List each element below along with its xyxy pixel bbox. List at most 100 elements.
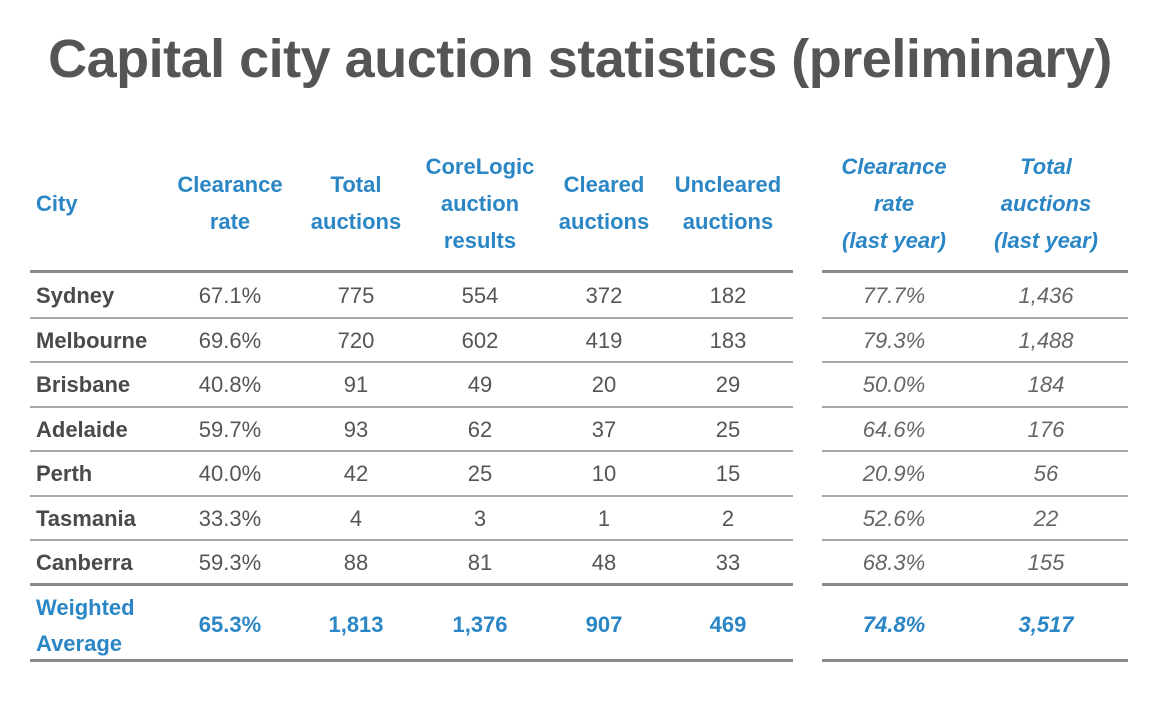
column-header-line: rate [873,190,915,216]
table-cell: 554 [461,283,499,308]
city-name: Canberra [36,550,133,575]
weighted-average-value: 3,517 [1018,612,1074,637]
weighted-average-label: Weighted Average [36,590,176,662]
city-name: Adelaide [36,416,128,442]
row-rule-left [30,317,793,319]
column-header-line: auctions [310,209,402,234]
column-header-city: City [36,185,166,222]
table-cell: 29 [715,372,741,397]
bottom-rule-left [30,659,793,662]
row-rule-right [822,317,1128,319]
column-header-line: (last year) [994,227,1098,253]
column-header-line: Total [1020,153,1072,179]
table-cell: 50.0% [862,372,926,397]
table-cell: 33.3% [198,505,262,531]
table-cell: 155 [1027,550,1065,575]
weighted-average-value: 65.3% [198,612,262,637]
header-rule-left [30,270,793,273]
table-cell: 720 [337,327,375,353]
table-cell: 59.7% [198,416,262,442]
table-cell: 52.6% [862,505,926,531]
column-header-clearance: Clearance rate [165,166,295,240]
weighted-average-label-line: Weighted [36,595,135,620]
table-cell: 25 [715,416,741,442]
table-cell: 49 [467,372,493,397]
column-header-line: CoreLogic [425,153,535,179]
row-rule-left [30,495,793,497]
column-header-cleared: Cleared auctions [554,166,654,240]
column-header-line: auctions [558,209,650,234]
table-cell: 62 [467,416,493,442]
column-header-corelogic: CoreLogic auction results [420,148,540,259]
table-cell: 56 [1033,461,1059,486]
city-name: Brisbane [36,372,131,397]
column-header-line: results [443,227,517,253]
column-header-line: Clearance [177,172,283,197]
table-cell: 183 [709,327,747,353]
table-cell: 40.0% [198,461,262,486]
row-rule-left [30,361,793,363]
row-rule-right [822,406,1128,408]
table-cell: 68.3% [862,550,926,575]
table-cell: 37 [591,416,617,442]
table-cell: 602 [461,327,499,353]
table-cell: 33 [715,550,741,575]
table-cell: 59.3% [198,550,262,575]
table-cell: 775 [337,283,375,308]
weighted-average-value: 907 [585,612,623,637]
weighted-average-value: 469 [709,612,747,637]
total-rule-right [822,583,1128,586]
city-name: Tasmania [36,505,136,531]
bottom-rule-right [822,659,1128,662]
city-name: Sydney [36,283,115,308]
row-rule-right [822,361,1128,363]
row-rule-right [822,450,1128,452]
column-header-line: auction [440,190,520,216]
city-name: Melbourne [36,327,148,353]
column-header-clearance-ly: Clearance rate (last year) [834,148,954,259]
table-cell: 64.6% [862,416,926,442]
table-cell: 20.9% [862,461,926,486]
table-cell: 67.1% [198,283,262,308]
table-cell: 2 [721,505,735,531]
row-rule-left [30,406,793,408]
table-cell: 4 [349,505,363,531]
table-cell: 20 [591,372,617,397]
column-header-total-ly: Total auctions (last year) [986,148,1106,259]
weighted-average-value: 74.8% [862,612,926,637]
table-cell: 176 [1027,416,1065,442]
column-header-line: auctions [682,209,774,234]
weighted-average-label-line: Average [36,631,123,656]
column-header-line: (last year) [842,227,946,253]
table-cell: 15 [715,461,741,486]
column-header-line: Clearance [841,153,947,179]
table-cell: 3 [473,505,487,531]
table-cell: 42 [343,461,369,486]
row-rule-right [822,495,1128,497]
table-cell: 79.3% [862,327,926,353]
column-header-line: rate [209,209,251,234]
table-cell: 81 [467,550,493,575]
table-cell: 10 [591,461,617,486]
table-cell: 40.8% [198,372,262,397]
column-header-line: Cleared [563,172,645,197]
row-rule-left [30,539,793,541]
table-cell: 93 [343,416,369,442]
column-header-line: Total [330,172,382,197]
table-cell: 22 [1033,505,1059,531]
table-cell: 69.6% [198,327,262,353]
city-name: Perth [36,461,93,486]
column-header-total: Total auctions [301,166,411,240]
row-rule-right [822,539,1128,541]
table-cell: 77.7% [862,283,926,308]
page-title: Capital city auction statistics (prelimi… [48,29,1112,89]
table-cell: 91 [343,372,369,397]
header-rule-right [822,270,1128,273]
total-rule-left [30,583,793,586]
table-cell: 184 [1027,372,1065,397]
table-cell: 1,488 [1018,327,1074,353]
row-rule-left [30,450,793,452]
column-header-line: Uncleared [674,172,782,197]
column-header-uncleared: Uncleared auctions [668,166,788,240]
column-header-line: City [36,190,78,216]
